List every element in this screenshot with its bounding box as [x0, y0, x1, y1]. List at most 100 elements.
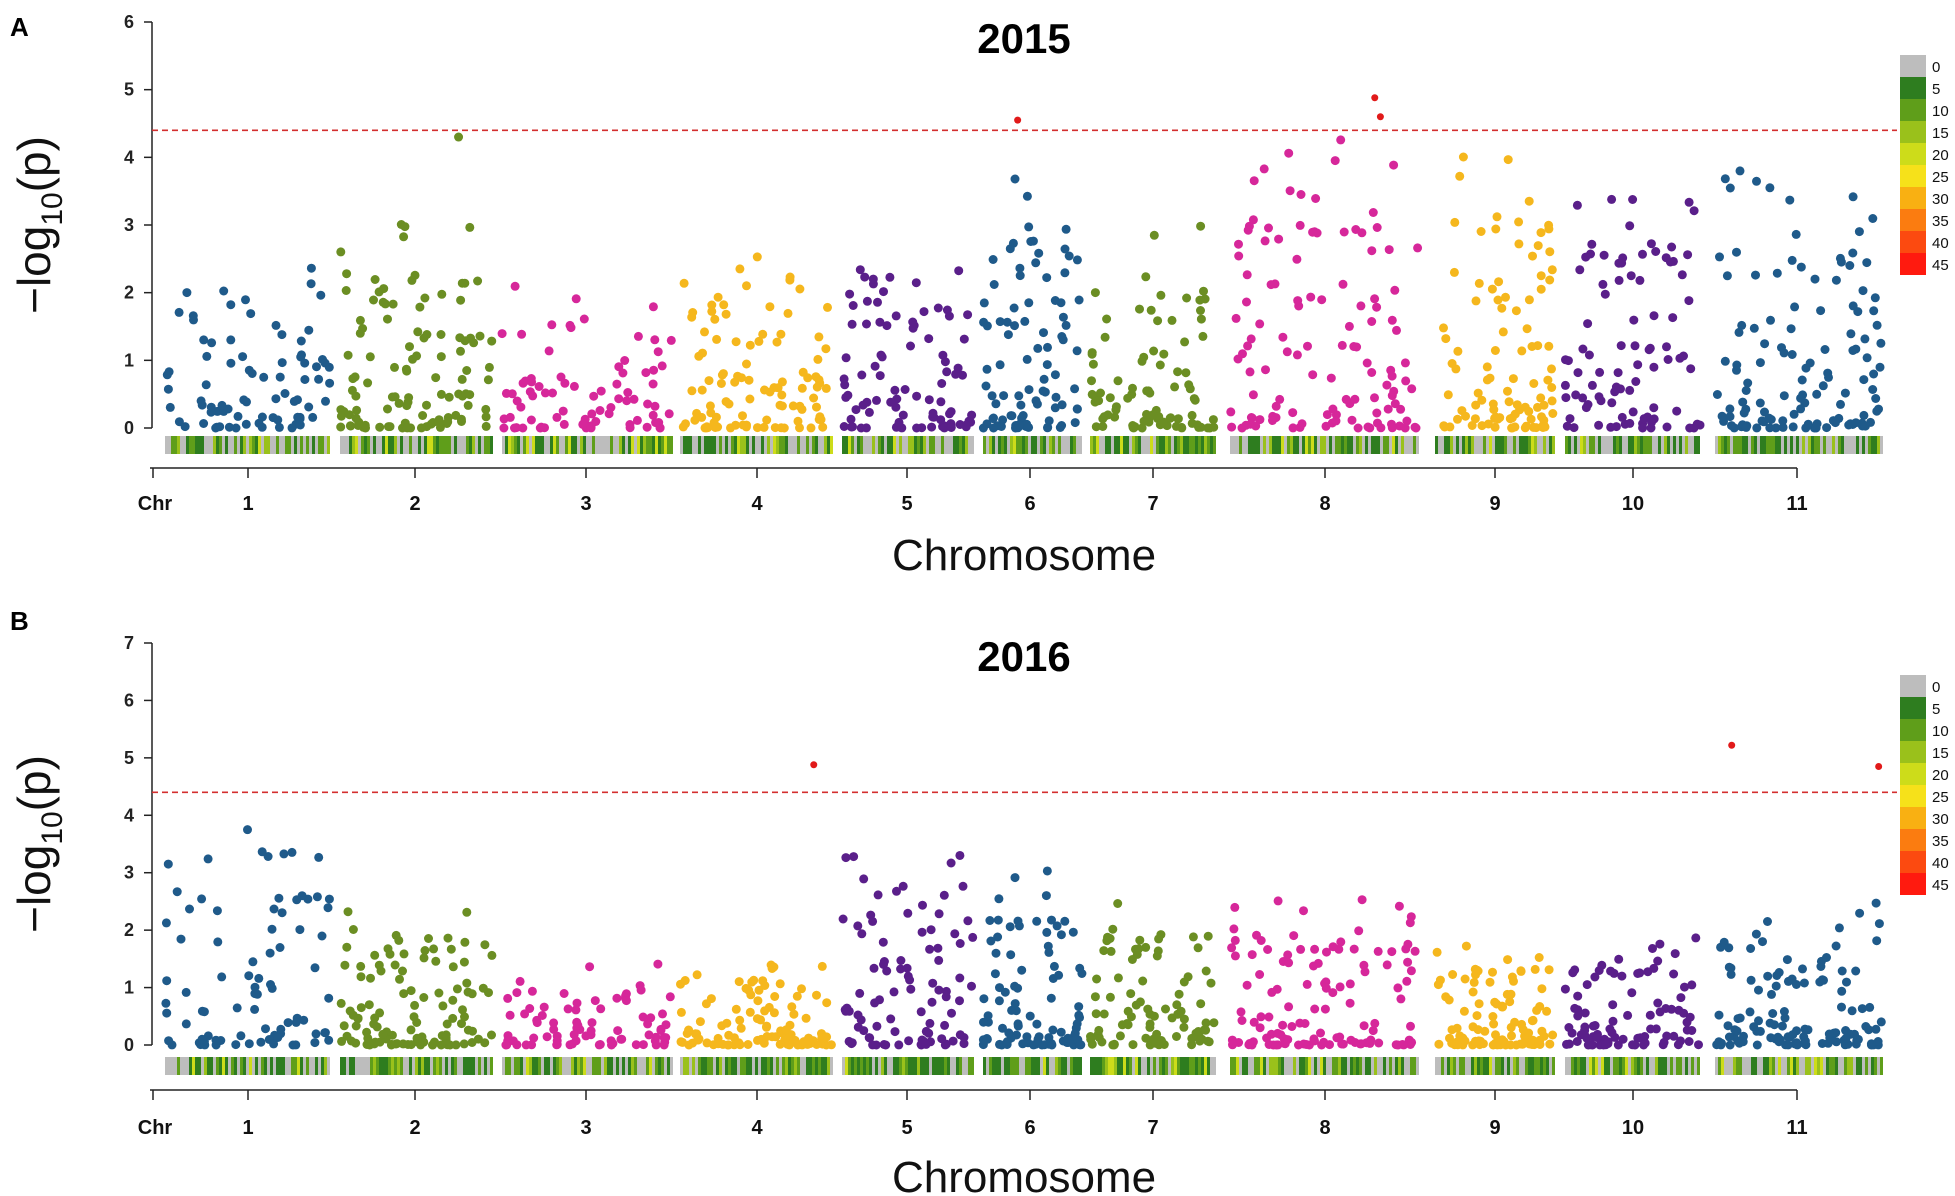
- snp-point: [687, 386, 697, 396]
- snp-point: [199, 335, 209, 345]
- snp-point: [797, 383, 807, 393]
- snp-point: [1757, 416, 1767, 426]
- significant-snp-point: [1371, 94, 1379, 102]
- snp-point: [1138, 976, 1148, 986]
- snp-point: [1815, 977, 1825, 987]
- snp-point: [1310, 1004, 1320, 1014]
- snp-point: [1649, 403, 1659, 413]
- snp-point: [1803, 1025, 1813, 1035]
- snp-point: [1472, 1011, 1482, 1021]
- snp-point: [1176, 1006, 1186, 1016]
- snp-point: [1344, 321, 1354, 331]
- snp-point: [994, 894, 1004, 904]
- snp-point: [1524, 196, 1534, 206]
- snp-point: [419, 953, 429, 963]
- snp-point: [422, 330, 432, 339]
- snp-point: [399, 949, 409, 959]
- snp-point: [1349, 944, 1359, 954]
- x-tick-label: 2: [409, 493, 420, 515]
- x-tick-label: 5: [901, 1117, 912, 1139]
- snp-point: [1474, 999, 1484, 1009]
- density-legend-swatch: [1900, 99, 1926, 121]
- snp-point: [1445, 1033, 1454, 1043]
- snp-point: [1145, 1009, 1155, 1019]
- snp-point: [717, 1021, 727, 1031]
- snp-point: [1022, 1032, 1032, 1042]
- snp-point: [1105, 393, 1115, 403]
- snp-point: [1100, 332, 1110, 342]
- snp-point: [460, 278, 470, 288]
- snp-point: [1545, 247, 1555, 257]
- snp-point: [1638, 423, 1648, 433]
- snp-point: [1569, 423, 1579, 433]
- snp-point: [1149, 346, 1159, 356]
- snp-point: [776, 329, 786, 339]
- snp-point: [1054, 970, 1064, 980]
- snp-point: [1196, 306, 1205, 315]
- density-legend-swatch: [1900, 209, 1926, 231]
- snp-point: [707, 300, 717, 310]
- snp-point: [1583, 319, 1593, 329]
- snp-point: [1537, 1026, 1547, 1036]
- snp-point: [719, 300, 729, 310]
- snp-point: [1068, 927, 1078, 937]
- snp-point: [1787, 350, 1797, 359]
- snp-point: [412, 1033, 422, 1043]
- snp-point: [646, 1013, 656, 1023]
- snp-point: [1087, 376, 1096, 386]
- snp-point: [1607, 398, 1617, 408]
- snp-point: [1154, 934, 1164, 944]
- snp-point: [868, 916, 878, 926]
- snp-point: [306, 263, 316, 273]
- snp-point: [1741, 386, 1751, 395]
- snp-point: [1087, 349, 1097, 359]
- snp-point: [1289, 931, 1299, 941]
- chromosome-8-points: [1227, 895, 1420, 1050]
- snp-point: [1439, 421, 1449, 431]
- snp-point: [1561, 393, 1571, 403]
- snp-point: [238, 352, 248, 362]
- snp-point: [1179, 1022, 1189, 1032]
- snp-point: [776, 423, 786, 433]
- x-tick-label: 9: [1489, 1117, 1500, 1139]
- snp-point: [631, 1040, 641, 1050]
- snp-point: [1648, 944, 1657, 953]
- chromosome-2-points: [336, 907, 497, 1050]
- snp-point: [753, 423, 762, 433]
- snp-point: [586, 1026, 596, 1036]
- snp-point: [1868, 214, 1878, 223]
- snp-point: [1096, 388, 1105, 398]
- snp-point: [1460, 974, 1470, 984]
- snp-point: [1599, 250, 1609, 260]
- snp-point: [1803, 419, 1813, 429]
- snp-point: [1288, 408, 1298, 418]
- snp-point: [1283, 950, 1293, 960]
- snp-point: [312, 362, 321, 372]
- snp-point: [1820, 345, 1830, 354]
- snp-point-peak: [243, 825, 252, 835]
- snp-point: [666, 335, 676, 345]
- snp-point: [1765, 183, 1775, 193]
- snp-point: [324, 894, 334, 904]
- snp-point: [1625, 385, 1635, 395]
- snp-point: [1228, 1039, 1238, 1049]
- snp-point: [1544, 224, 1554, 234]
- snp-point: [820, 1033, 830, 1043]
- snp-point: [549, 1024, 559, 1034]
- snp-point: [753, 996, 763, 1006]
- snp-point: [591, 417, 601, 426]
- snp-point: [979, 994, 989, 1004]
- snp-point: [287, 423, 297, 433]
- snp-point: [1792, 1040, 1802, 1050]
- snp-point: [953, 363, 963, 373]
- snp-point: [1684, 197, 1694, 207]
- snp-point: [1623, 1010, 1633, 1020]
- snp-point: [1195, 1036, 1205, 1046]
- snp-point: [1570, 1003, 1580, 1013]
- snp-point: [274, 893, 284, 903]
- snp-point: [1684, 1037, 1694, 1046]
- snp-point: [465, 222, 475, 232]
- snp-point: [1514, 239, 1524, 249]
- snp-point: [752, 252, 762, 262]
- snp-point: [1646, 423, 1656, 433]
